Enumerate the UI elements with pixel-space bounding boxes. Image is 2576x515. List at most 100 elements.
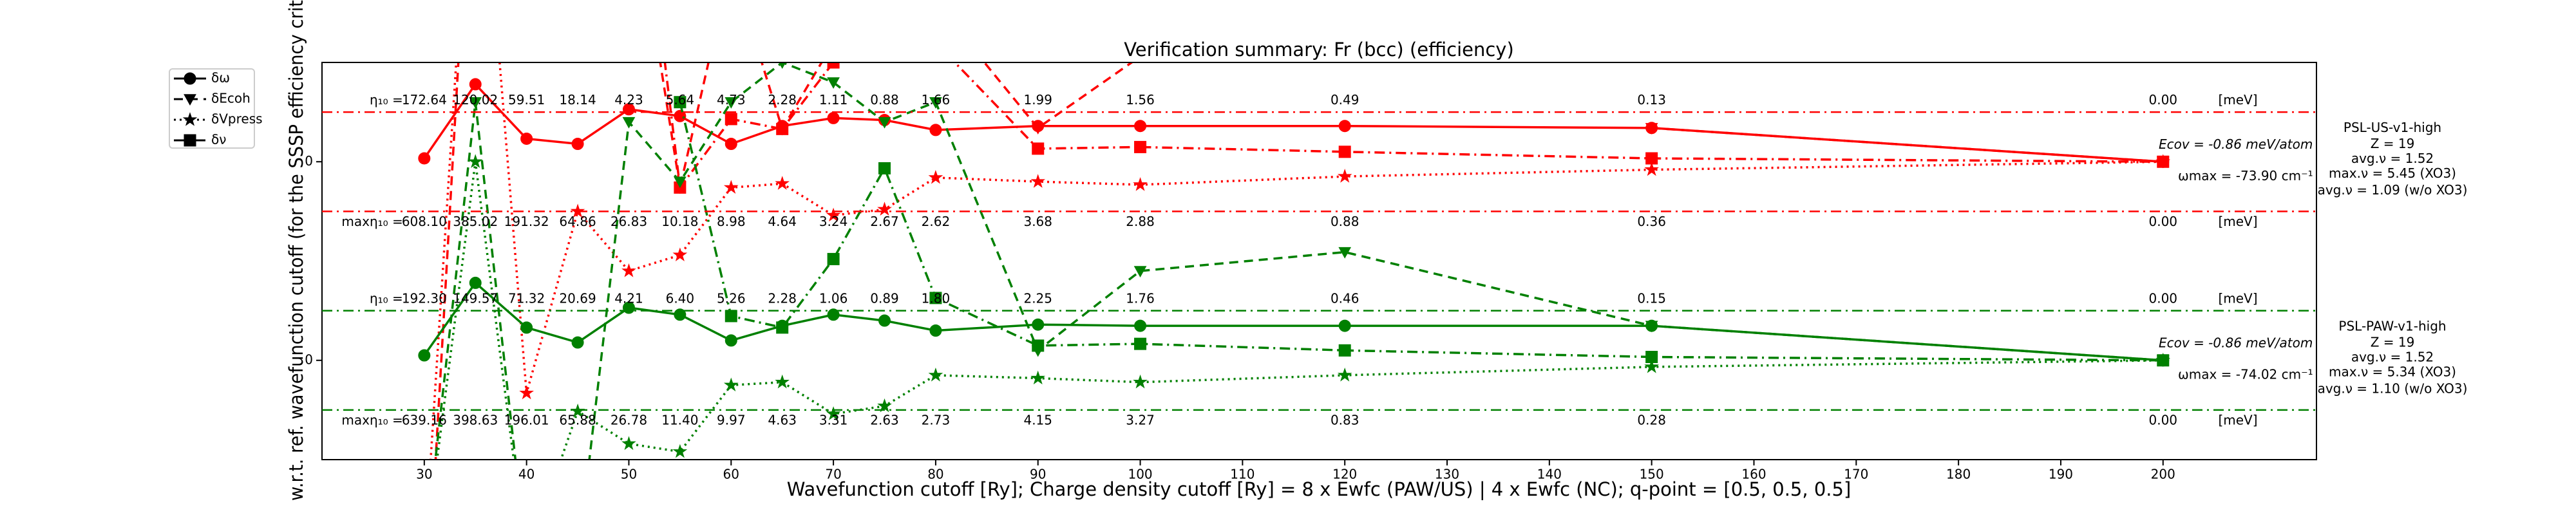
data-point [674, 308, 687, 321]
data-point [724, 310, 737, 323]
x-tick-label: 170 [1844, 467, 1868, 482]
unit-label: [meV] [2218, 290, 2257, 306]
eta-value: 11.40 [661, 412, 698, 427]
data-point [1338, 145, 1351, 158]
data-point [1645, 152, 1658, 165]
data-point [418, 349, 431, 362]
panel-info: Z = 19 [2371, 334, 2415, 350]
eta-value: 639.16 [402, 412, 447, 427]
data-point [519, 385, 535, 400]
data-point [1133, 266, 1147, 277]
data-point [827, 111, 840, 124]
data-point [928, 170, 943, 184]
eta-value: 0.83 [1331, 412, 1359, 427]
ecov-label: Ecov = -0.86 meV/atom [2159, 335, 2313, 350]
x-tick-label: 60 [723, 467, 739, 482]
eta-value: 10.18 [661, 214, 698, 229]
eta-value: 8.98 [717, 214, 746, 229]
data-point [672, 444, 688, 458]
panel-info: PSL-PAW-v1-high [2338, 318, 2446, 333]
unit-label: [meV] [2218, 214, 2257, 229]
eta-prefix: maxη₁₀ = [341, 412, 402, 427]
data-point [520, 321, 533, 334]
panel-info: avg.ν = 1.09 (w/o XO3) [2318, 182, 2468, 198]
eta-value: 0.00 [2149, 290, 2178, 306]
data-point [928, 367, 943, 382]
data-point [1338, 247, 1352, 259]
series-line [423, 82, 2163, 164]
data-point [1644, 359, 1659, 373]
series-line [1651, 127, 2163, 164]
eta-value: 3.31 [819, 412, 848, 427]
data-point [1645, 321, 1658, 333]
x-tick-label: 140 [1537, 467, 1562, 482]
y-tick-label: 0 [305, 351, 313, 367]
data-point [878, 162, 891, 174]
legend-marker [184, 134, 196, 147]
eta-value: 0.15 [1637, 290, 1666, 306]
data-point [775, 374, 790, 389]
series-line [429, 62, 2163, 460]
data-point [571, 137, 584, 150]
x-tick-label: 190 [2049, 467, 2073, 482]
eta-value: 0.00 [2149, 214, 2178, 229]
plot-area [418, 62, 2171, 460]
eta-value: 5.26 [717, 290, 746, 306]
eta-value: 4.63 [768, 412, 797, 427]
data-point [723, 180, 739, 194]
y-axis-label: w.r.t. ref. wavefunction cutoff (for the… [285, 0, 307, 501]
eta-value: 385.02 [453, 214, 498, 229]
data-point [724, 97, 738, 109]
x-tick-label: 120 [1332, 467, 1357, 482]
eta-value: 1.99 [1023, 92, 1052, 108]
data-point [2157, 354, 2170, 367]
omega-max-label: ωmax = -74.02 cm⁻¹ [2178, 366, 2313, 382]
eta-value: 2.73 [922, 412, 951, 427]
legend-box [169, 68, 255, 149]
eta-value: 71.32 [508, 290, 545, 306]
data-point [826, 406, 841, 420]
eta-value: 1.80 [922, 290, 951, 306]
eta-value: 64.86 [559, 214, 596, 229]
eta-value: 26.78 [611, 412, 647, 427]
data-point [1133, 177, 1148, 191]
series-line [434, 62, 2163, 460]
data-point [2157, 155, 2170, 168]
x-tick-label: 150 [1640, 467, 1664, 482]
eta-value: 2.62 [922, 214, 951, 229]
data-point [674, 109, 687, 122]
eta-value: 0.88 [870, 92, 899, 108]
data-point [929, 97, 942, 109]
y-tick-label: 0 [305, 153, 313, 169]
data-point [1032, 318, 1045, 331]
eta-value: 5.64 [666, 92, 695, 108]
panel-info: Z = 19 [2371, 136, 2415, 151]
eta-value: 608.10 [402, 214, 447, 229]
data-point [776, 122, 789, 135]
eta-value: 0.28 [1637, 412, 1666, 427]
eta-value: 0.88 [1331, 214, 1359, 229]
panel-info: avg.ν = 1.52 [2351, 349, 2434, 364]
data-point [929, 324, 942, 337]
data-point [1644, 162, 1660, 176]
eta-value: 18.14 [559, 92, 596, 108]
eta-value: 2.25 [1023, 290, 1052, 306]
data-point [468, 154, 483, 168]
eta-value: 9.97 [717, 412, 746, 427]
data-point [775, 176, 790, 190]
chart-title: Verification summary: Fr (bcc) (efficien… [1124, 39, 1514, 61]
data-point [469, 78, 482, 91]
series-line [663, 62, 2163, 191]
legend-label: δω [211, 70, 230, 86]
data-point [826, 207, 841, 222]
eta-value: 20.69 [559, 290, 596, 306]
x-tick-label: 30 [416, 467, 432, 482]
eta-prefix: η₁₀ = [370, 290, 403, 306]
x-tick-label: 80 [927, 467, 943, 482]
eta-value: 1.76 [1126, 290, 1155, 306]
data-point [877, 398, 892, 413]
eta-value: 26.83 [611, 214, 647, 229]
x-axis-label: Wavefunction cutoff [Ry]; Charge density… [787, 478, 1852, 500]
legend-marker [182, 112, 198, 126]
panel-info: avg.ν = 1.52 [2351, 151, 2434, 166]
